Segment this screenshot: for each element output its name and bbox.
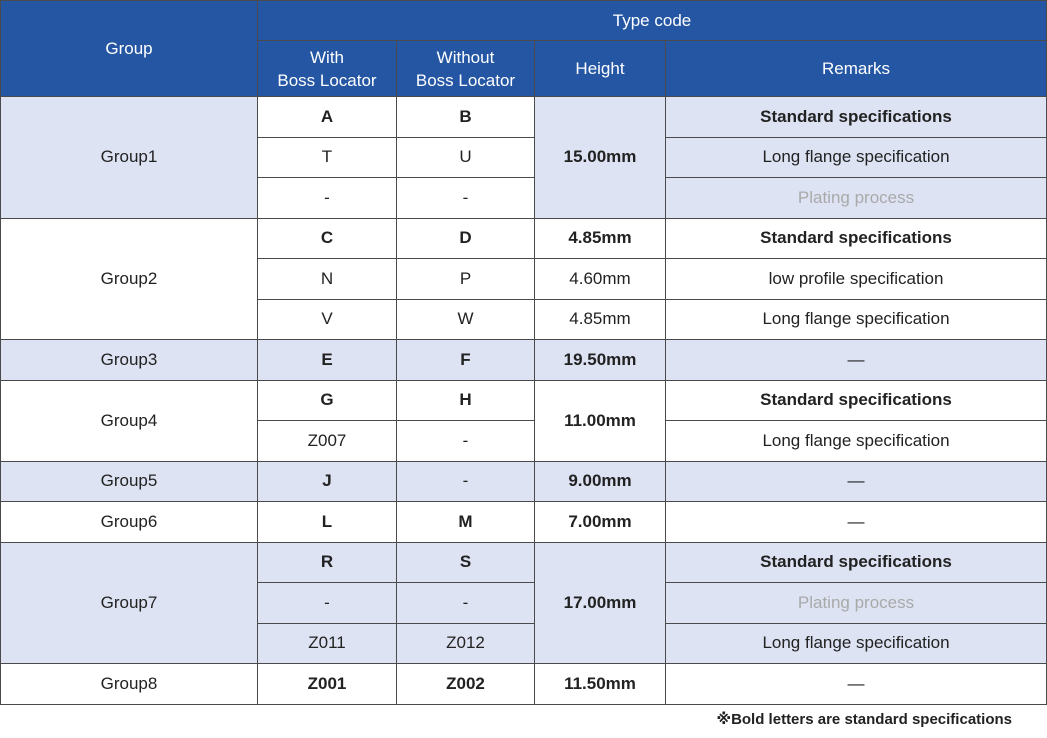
- height-cell: 17.00mm: [534, 541, 666, 664]
- remark-cell: Standard specifications: [664, 379, 1047, 421]
- without-boss-code: F: [396, 339, 535, 381]
- group-name-cell: Group2: [0, 217, 258, 340]
- without-boss-code: D: [396, 217, 535, 259]
- with-boss-code: L: [257, 501, 397, 543]
- with-boss-code: C: [257, 217, 397, 259]
- height-cell: 7.00mm: [534, 501, 666, 543]
- with-boss-code: Z011: [257, 622, 397, 664]
- with-boss-code: A: [257, 96, 397, 138]
- without-boss-code: -: [396, 460, 535, 502]
- without-boss-code: M: [396, 501, 535, 543]
- group-name-cell: Group8: [0, 663, 258, 705]
- header-type-code: Type code: [256, 0, 1047, 41]
- without-boss-code: U: [396, 136, 535, 178]
- remark-cell: Standard specifications: [664, 217, 1047, 259]
- without-boss-code: Z002: [396, 663, 535, 705]
- remark-cell: —: [664, 460, 1047, 502]
- without-boss-code: H: [396, 379, 535, 421]
- remark-cell: —: [664, 339, 1047, 381]
- without-boss-code: W: [396, 298, 535, 340]
- without-boss-code: Z012: [396, 622, 535, 664]
- remark-cell: low profile specification: [664, 258, 1047, 300]
- with-boss-code: G: [257, 379, 397, 421]
- with-boss-code: -: [257, 177, 397, 219]
- height-cell: 11.00mm: [534, 379, 666, 462]
- remark-cell: Plating process: [664, 582, 1047, 624]
- with-boss-code: E: [257, 339, 397, 381]
- without-boss-code: P: [396, 258, 535, 300]
- group-name-cell: Group3: [0, 339, 258, 381]
- without-boss-code: B: [396, 96, 535, 138]
- remark-cell: —: [664, 501, 1047, 543]
- height-cell: 4.85mm: [534, 217, 666, 259]
- remark-cell: —: [664, 663, 1047, 705]
- with-boss-code: Z007: [257, 420, 397, 462]
- type-code-table: Group Type code With Boss Locator Without…: [0, 0, 1047, 705]
- remark-cell: Standard specifications: [664, 541, 1047, 583]
- with-boss-code: N: [257, 258, 397, 300]
- height-cell: 9.00mm: [534, 460, 666, 502]
- height-cell: 15.00mm: [534, 96, 666, 219]
- remark-cell: Long flange specification: [664, 298, 1047, 340]
- height-cell: 4.85mm: [534, 298, 666, 340]
- header-with-boss-locator: With Boss Locator: [257, 40, 397, 97]
- with-boss-code: R: [257, 541, 397, 583]
- remark-cell: Long flange specification: [664, 420, 1047, 462]
- footnote: ※Bold letters are standard specification…: [716, 711, 1012, 728]
- height-cell: 4.60mm: [534, 258, 666, 300]
- header-group: Group: [0, 0, 258, 97]
- remark-cell: Long flange specification: [664, 622, 1047, 664]
- group-name-cell: Group7: [0, 541, 258, 664]
- with-boss-code: -: [257, 582, 397, 624]
- group-name-cell: Group5: [0, 460, 258, 502]
- with-boss-code: J: [257, 460, 397, 502]
- header-height: Height: [534, 40, 666, 97]
- group-name-cell: Group4: [0, 379, 258, 462]
- without-boss-code: -: [396, 420, 535, 462]
- header-without-boss-locator: Without Boss Locator: [396, 40, 535, 97]
- header-remarks: Remarks: [664, 40, 1047, 97]
- without-boss-code: S: [396, 541, 535, 583]
- remark-cell: Long flange specification: [664, 136, 1047, 178]
- height-cell: 19.50mm: [534, 339, 666, 381]
- height-cell: 11.50mm: [534, 663, 666, 705]
- without-boss-code: -: [396, 582, 535, 624]
- remark-cell: Plating process: [664, 177, 1047, 219]
- group-name-cell: Group6: [0, 501, 258, 543]
- remark-cell: Standard specifications: [664, 96, 1047, 138]
- with-boss-code: Z001: [257, 663, 397, 705]
- group-name-cell: Group1: [0, 96, 258, 219]
- without-boss-code: -: [396, 177, 535, 219]
- with-boss-code: T: [257, 136, 397, 178]
- with-boss-code: V: [257, 298, 397, 340]
